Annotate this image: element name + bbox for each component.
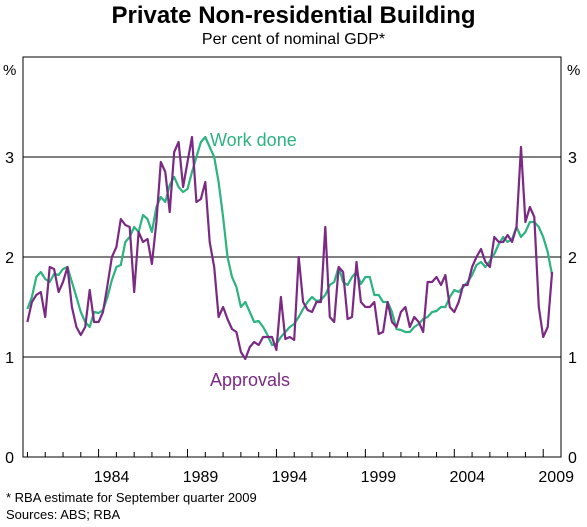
- footnote-estimate: * RBA estimate for September quarter 200…: [6, 490, 257, 505]
- y-tick-label-left: 0: [5, 450, 14, 467]
- annotation-work-done: Work done: [210, 130, 297, 150]
- x-tick-label: 1994: [272, 469, 308, 486]
- y-axis-unit-right: %: [567, 62, 581, 79]
- y-axis-unit-left: %: [3, 62, 17, 79]
- chart-subtitle: Per cent of nominal GDP*: [201, 31, 386, 48]
- y-tick-label-right: 2: [568, 250, 577, 267]
- x-tick-label: 2009: [538, 469, 574, 486]
- gridlines: [23, 156, 561, 358]
- y-tick-label-right: 0: [568, 450, 577, 467]
- x-tick-label: 2004: [449, 469, 485, 486]
- y-tick-label-left: 3: [5, 150, 14, 167]
- annotation-approvals: Approvals: [210, 370, 290, 390]
- x-tick-label: 1999: [361, 469, 397, 486]
- axis-ticks: [26, 449, 562, 457]
- series-line-approvals: [26, 135, 554, 361]
- axis-labels: 0 0 1 1 2 2 3 3 1984 1989 1994 1999 2004 2009 Work don…: [5, 130, 577, 486]
- x-tick-label: 1984: [94, 469, 130, 486]
- series-lines: [26, 135, 554, 361]
- chart-title: Private Non-residential Building: [111, 2, 476, 29]
- series-line-work-done: [26, 135, 554, 347]
- footnote-sources: Sources: ABS; RBA: [6, 507, 121, 522]
- y-tick-label-left: 2: [5, 250, 14, 267]
- y-tick-label-right: 1: [568, 350, 577, 367]
- plot-frame: [22, 56, 562, 458]
- y-tick-label-right: 3: [568, 150, 577, 167]
- y-tick-label-left: 1: [5, 350, 14, 367]
- x-tick-label: 1989: [183, 469, 219, 486]
